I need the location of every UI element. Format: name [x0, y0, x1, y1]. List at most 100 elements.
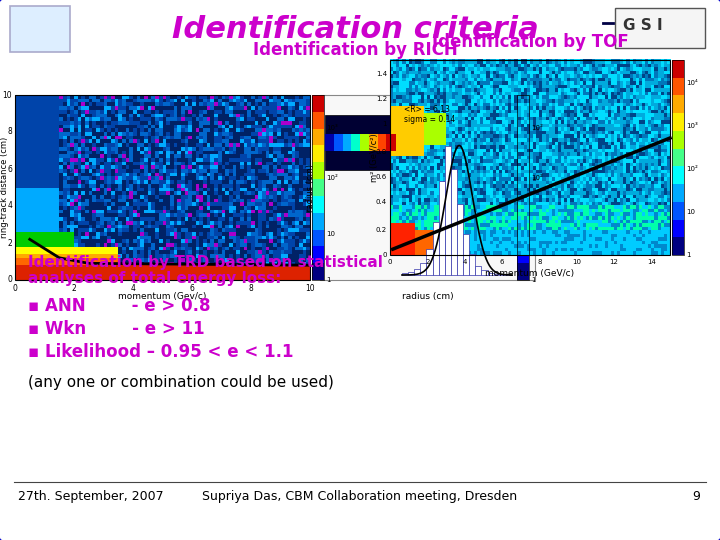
Bar — [409, 155, 413, 159]
Bar — [595, 127, 599, 131]
Bar — [203, 235, 207, 239]
Bar — [487, 152, 490, 156]
Bar — [620, 84, 624, 89]
Bar — [415, 106, 418, 110]
Bar — [393, 59, 397, 64]
Bar — [390, 205, 394, 209]
Bar — [593, 116, 596, 120]
Bar — [26, 168, 30, 173]
Bar — [598, 201, 602, 205]
Bar — [431, 152, 434, 156]
Bar — [59, 117, 63, 121]
Bar — [586, 88, 590, 92]
Bar — [166, 183, 171, 187]
Bar — [155, 239, 159, 243]
Bar — [483, 123, 487, 127]
Bar — [462, 184, 465, 187]
Bar — [229, 198, 233, 202]
Bar — [214, 261, 218, 265]
Bar — [240, 198, 244, 202]
Bar — [443, 91, 446, 96]
Bar — [518, 237, 521, 241]
Bar — [549, 138, 552, 141]
Bar — [22, 113, 27, 117]
Bar — [111, 246, 115, 251]
Bar — [527, 194, 531, 198]
Bar — [192, 183, 196, 187]
Bar — [645, 145, 649, 148]
Bar — [243, 94, 248, 99]
Bar — [104, 194, 108, 199]
Bar — [292, 268, 296, 273]
Bar — [292, 117, 296, 121]
Bar — [633, 73, 636, 78]
Bar — [107, 268, 112, 273]
Bar — [523, 191, 527, 195]
Bar — [523, 155, 527, 159]
Bar — [144, 109, 148, 113]
Bar — [523, 77, 527, 82]
Bar — [52, 206, 56, 210]
Bar — [583, 247, 587, 252]
Bar — [137, 235, 141, 239]
Bar — [469, 254, 475, 275]
Bar — [605, 123, 608, 127]
Bar — [483, 141, 487, 145]
Bar — [15, 246, 19, 251]
Bar — [654, 201, 658, 205]
Bar — [624, 148, 627, 152]
Bar — [648, 106, 652, 110]
Bar — [59, 213, 63, 217]
Bar — [672, 113, 684, 131]
Bar — [468, 63, 472, 67]
Bar — [402, 113, 406, 117]
Bar — [255, 146, 259, 151]
Bar — [555, 177, 559, 180]
Bar — [26, 183, 30, 187]
Bar — [140, 106, 145, 110]
Bar — [639, 244, 642, 248]
Bar — [440, 116, 444, 120]
Bar — [288, 272, 292, 276]
Bar — [133, 157, 138, 161]
Bar — [595, 208, 599, 212]
Bar — [302, 94, 307, 99]
Bar — [505, 63, 509, 67]
Bar — [577, 102, 580, 106]
Bar — [22, 209, 27, 213]
Bar — [421, 116, 425, 120]
Bar — [85, 135, 89, 139]
Bar — [527, 230, 531, 234]
Bar — [661, 95, 665, 99]
Bar — [243, 132, 248, 136]
Bar — [452, 70, 456, 74]
Bar — [433, 84, 437, 89]
Bar — [243, 154, 248, 158]
Bar — [299, 98, 303, 103]
Bar — [523, 141, 527, 145]
Bar — [415, 208, 418, 212]
Bar — [440, 230, 444, 234]
Bar — [611, 134, 614, 138]
Bar — [400, 166, 403, 170]
Bar — [166, 102, 171, 106]
Bar — [137, 242, 141, 247]
Bar — [302, 228, 307, 232]
Bar — [177, 224, 181, 228]
Bar — [546, 180, 549, 184]
Bar — [140, 172, 145, 177]
Bar — [30, 106, 34, 110]
Bar — [405, 59, 409, 64]
Bar — [468, 251, 472, 255]
Bar — [654, 177, 658, 180]
Bar — [546, 222, 549, 227]
Bar — [518, 91, 521, 96]
Bar — [100, 154, 104, 158]
Bar — [642, 212, 646, 216]
Bar — [78, 268, 82, 273]
Bar — [104, 217, 108, 221]
Bar — [468, 73, 472, 78]
Bar — [258, 242, 263, 247]
Bar — [273, 268, 277, 273]
Bar — [474, 127, 477, 131]
